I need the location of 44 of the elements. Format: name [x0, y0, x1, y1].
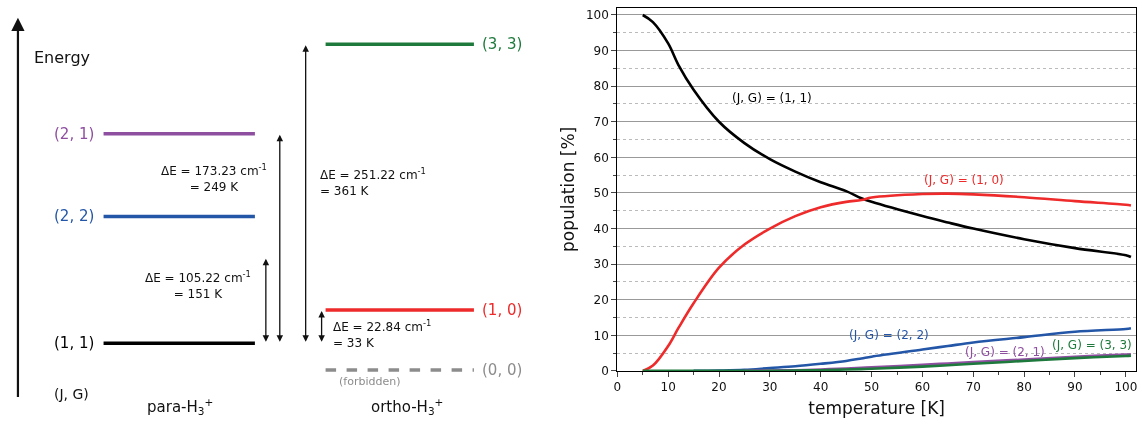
- text: (forbidden): [339, 375, 401, 388]
- y-tick-label: 10: [593, 328, 609, 343]
- text: (3, 3): [482, 35, 523, 53]
- y-tick-label: 70: [593, 114, 609, 129]
- text: (1, 1): [54, 334, 95, 352]
- y-tick-label: 50: [593, 186, 609, 201]
- x-tick-label: 80: [1016, 380, 1032, 395]
- annotation: (J, G) = (2, 1): [965, 345, 1045, 359]
- y-tick-label: 100: [585, 8, 609, 23]
- x-tick-label: 90: [1067, 380, 1083, 395]
- x-tick-label: 0: [613, 380, 622, 395]
- y-tick-label: 90: [593, 43, 609, 58]
- x-tick-label: 60: [914, 380, 931, 395]
- annotation: (J, G) = (3, 3): [1052, 338, 1132, 352]
- y-tick-label: 30: [593, 257, 609, 272]
- x-tick-label: 20: [711, 380, 727, 395]
- text: Energy: [34, 48, 91, 67]
- x-tick-label: 40: [813, 380, 829, 395]
- y-axis-title: population [%]: [558, 126, 579, 253]
- x-tick-label: 10: [660, 380, 676, 395]
- x-tick-label: 100: [1114, 380, 1138, 395]
- annotation: (J, G) = (1, 0): [924, 173, 1004, 187]
- y-tick-label: 60: [593, 150, 609, 165]
- x-tick-label: 30: [762, 380, 778, 395]
- line-series: [641, 192, 1133, 371]
- y-tick-label: 0: [601, 364, 609, 379]
- x-tick-label: 50: [863, 380, 880, 395]
- annotation: (J, G) = (1, 1): [732, 91, 812, 105]
- text: (0, 0): [482, 361, 523, 379]
- annotation: (J, G) = (2, 2): [849, 328, 929, 342]
- text: (2, 1): [54, 125, 95, 143]
- text: (J, G): [54, 386, 89, 402]
- text: ΔE = 173.23 cm$^{-1}$ = 249 K: [161, 162, 267, 194]
- y-tick-label: 20: [593, 292, 609, 307]
- x-axis-title: temperature [K]: [808, 397, 946, 418]
- text: ΔE = 22.84 cm$^{-1}$ = 33 K: [333, 318, 432, 350]
- text: (2, 2): [54, 207, 95, 225]
- y-tick-label: 80: [593, 79, 609, 94]
- y-tick-label: 40: [593, 221, 609, 236]
- text: ΔE = 251.22 cm$^{-1}$ = 361 K: [320, 166, 426, 198]
- text: ΔE = 105.22 cm$^{-1}$ = 151 K: [145, 269, 251, 301]
- text: (1, 0): [482, 301, 523, 319]
- x-tick-label: 70: [965, 380, 981, 395]
- line-series: [641, 13, 1133, 259]
